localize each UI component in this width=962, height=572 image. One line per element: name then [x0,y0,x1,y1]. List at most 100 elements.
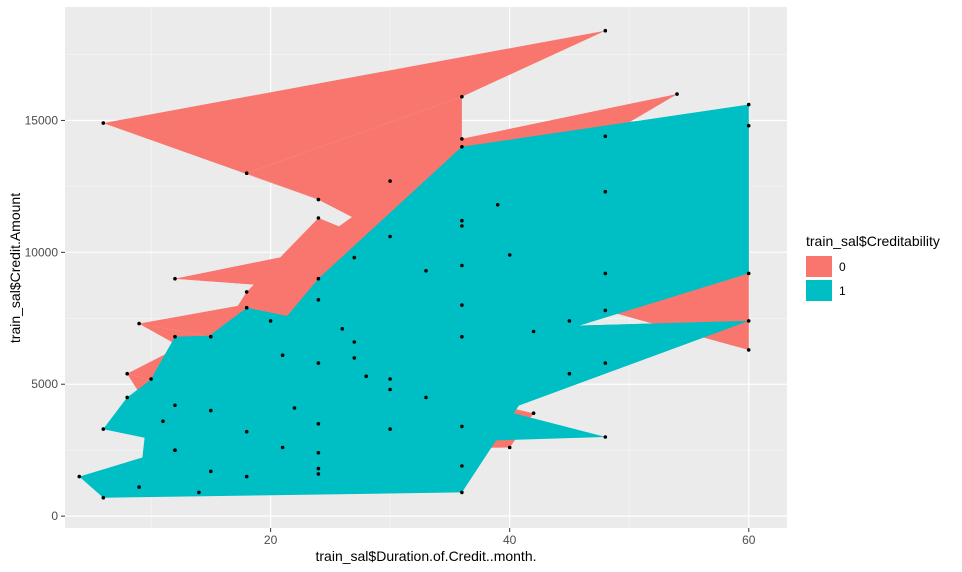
data-point [364,374,369,379]
data-point [507,253,512,257]
data-point [388,179,392,183]
data-point [388,387,392,392]
x-tick-label: 20 [264,533,278,547]
data-point [244,429,249,434]
data-point [388,234,392,239]
data-point [531,329,536,334]
data-point [316,472,321,476]
data-point [137,321,141,326]
data-point [460,145,464,149]
data-point [173,334,177,339]
data-point [460,424,464,429]
series-0-polygon [103,30,606,200]
data-point [603,435,608,439]
data-point [244,474,249,479]
data-point [388,427,392,431]
legend-key-0-dot [817,264,821,269]
data-point [316,216,321,220]
legend-item-0: 0 [806,256,846,277]
data-point [460,464,464,468]
data-point [460,303,464,307]
data-point [316,276,321,281]
data-point [137,485,141,489]
data-point [603,189,608,194]
data-point [746,123,751,128]
data-point [507,445,512,450]
series-1-polygons [79,104,749,498]
data-point [292,406,297,410]
data-point [149,377,153,381]
data-point [280,353,285,358]
y-axis-title: train_sal$Credit.Amount [7,193,23,343]
data-point [352,356,357,360]
y-axis-ticks: 0 5000 10000 15000 [25,113,65,523]
data-point [424,269,428,273]
data-point [746,102,751,107]
data-point [161,419,165,424]
legend-key-1-dot [817,288,821,293]
y-tick-label: 5000 [31,377,58,391]
data-points [77,28,751,500]
legend-title: train_sal$Creditability [806,233,940,249]
data-point [352,255,357,260]
y-tick-label: 0 [51,509,58,523]
data-point [603,134,608,139]
x-tick-label: 60 [742,533,756,547]
data-point [209,334,213,339]
data-point [244,290,249,294]
data-point [460,263,464,268]
data-point [173,448,177,453]
data-point [352,340,357,344]
data-point [460,94,464,99]
data-point [125,371,129,376]
data-point [567,319,572,323]
data-point [340,327,345,331]
data-point [460,490,464,495]
data-point [244,171,249,175]
x-tick-label: 40 [503,533,517,547]
x-axis-ticks: 20 40 60 [264,528,756,547]
data-point [316,466,321,471]
data-point [746,319,751,323]
legend-label-0: 0 [839,260,846,274]
data-point [675,92,679,96]
series-1-polygon [246,270,570,377]
data-point [746,271,751,276]
data-point [268,319,273,323]
data-point [209,408,213,413]
data-point [460,334,464,339]
data-point [125,395,129,400]
legend-label-1: 1 [839,284,846,298]
data-point [388,377,392,381]
data-point [603,271,608,276]
data-point [197,490,201,495]
data-point [101,121,106,125]
data-point [316,298,321,302]
x-axis-title: train_sal$Duration.of.Credit..month. [316,548,537,564]
data-point [77,474,82,479]
data-point [173,276,177,281]
data-point [460,224,464,228]
legend-item-1: 1 [806,280,846,301]
data-point [316,422,321,426]
data-point [460,218,464,223]
data-point [603,28,608,33]
y-tick-label: 15000 [25,113,59,127]
data-point [316,361,321,365]
data-point [746,348,751,352]
legend: train_sal$Creditability 0 1 [806,233,940,301]
series-1-polygon [163,408,319,493]
data-point [316,451,321,455]
data-point [280,445,285,450]
data-point [495,203,500,207]
data-point [531,411,536,416]
y-tick-label: 10000 [25,245,59,259]
data-point [424,395,428,400]
data-point [209,469,213,474]
data-point [460,137,464,141]
data-point [316,197,321,202]
data-point [173,403,177,408]
data-point [101,495,106,500]
data-point [603,308,608,313]
